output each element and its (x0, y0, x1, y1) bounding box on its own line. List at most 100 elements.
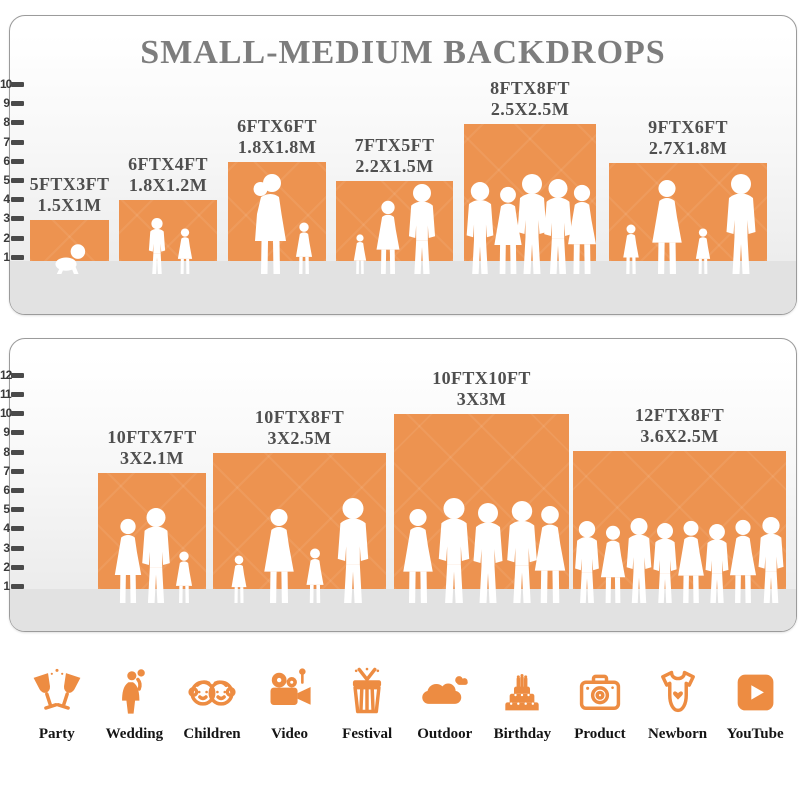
backdrop-bar-12x8: 12FTX8FT 3.6X2.5M (573, 405, 786, 603)
backdrop-bar-7x5: 7FTX5FT 2.2X1.5M (336, 135, 453, 274)
couple-child-silhouettes (114, 508, 193, 603)
panel-medium-large: 10FTX7FT 3X2.1M 10FTX8FT 3X2.5M (9, 338, 797, 632)
category-label: Wedding (105, 726, 164, 742)
size-m: 1.8X1.8M (237, 137, 317, 157)
category-label: Children (183, 726, 241, 742)
category-row: Party Wedding Children (18, 660, 794, 760)
wedding-icon (122, 669, 146, 714)
family-four-silhouettes (623, 174, 756, 274)
birthday-icon (505, 674, 540, 711)
ruler-number: 11 (0, 387, 12, 401)
ruler-number: 10 (0, 406, 12, 420)
ruler-number: 1 (3, 250, 10, 264)
ruler-number: 3 (3, 211, 10, 225)
size-ft: 10FTX7FT (107, 427, 197, 447)
backdrop-bar-6x6: 6FTX6FT 1.8X1.8M (228, 116, 326, 274)
size-ft: 5FTX3FT (29, 174, 110, 194)
video-icon (270, 668, 311, 705)
floor-strip (10, 589, 796, 631)
backdrop-size-label: 10FTX10FT 3X3M (432, 368, 531, 410)
size-m: 2.2X1.5M (355, 156, 434, 176)
size-ft: 9FTX6FT (648, 117, 728, 137)
category-label: Newborn (647, 726, 708, 742)
page-title: SMALL-MEDIUM BACKDROPS (140, 34, 666, 71)
ruler-number: 3 (3, 541, 10, 555)
backdrop-bar-8x8: 8FTX8FT 2.5X2.5M (464, 78, 596, 274)
backdrop-bar-6x4: 6FTX4FT 1.8X1.2M (119, 154, 217, 274)
size-m: 1.8X1.2M (128, 175, 208, 195)
ruler-number: 2 (3, 560, 10, 574)
backdrop-size-label: 9FTX6FT 2.7X1.8M (648, 117, 728, 159)
size-ft: 6FTX6FT (237, 116, 317, 136)
backdrop-size-label: 5FTX3FT 1.5X1M (30, 174, 110, 216)
ruler-number: 8 (3, 115, 10, 129)
family-three-silhouettes (353, 184, 436, 274)
category-youtube: YouTube (716, 660, 794, 760)
ruler-number: 8 (3, 445, 10, 459)
size-ft: 7FTX5FT (354, 135, 435, 155)
festival-icon (353, 667, 382, 714)
ruler-number: 7 (3, 464, 10, 478)
ruler-number: 2 (3, 231, 10, 245)
ruler-number: 4 (3, 521, 10, 535)
product-icon (579, 674, 621, 710)
category-outdoor: Outdoor (406, 660, 484, 760)
size-m: 3X3M (456, 389, 507, 409)
backdrop-bar-10x7: 10FTX7FT 3X2.1M (98, 427, 206, 603)
group-silhouettes (403, 498, 566, 603)
category-label: Festival (342, 726, 393, 742)
size-ft: 6FTX4FT (128, 154, 208, 174)
baby-silhouette (55, 244, 86, 274)
floor-strip (10, 261, 796, 314)
category-label: Birthday (493, 726, 552, 742)
family-four-silhouettes (231, 498, 369, 603)
mother-child-silhouettes (253, 174, 313, 274)
size-m: 2.5X2.5M (490, 99, 570, 119)
ruler-number: 10 (0, 77, 12, 91)
size-ft: 12FTX8FT (634, 405, 725, 425)
ruler-number: 5 (3, 502, 10, 516)
category-birthday: Birthday (484, 660, 562, 760)
size-m: 1.5X1M (37, 195, 102, 215)
backdrop-bar-9x6: 9FTX6FT 2.7X1.8M (609, 117, 767, 274)
size-m: 3X2.5M (267, 428, 332, 448)
backdrop-size-label: 6FTX6FT 1.8X1.8M (237, 116, 317, 158)
category-newborn: Newborn (639, 660, 717, 760)
backdrop-bar-5x3: 5FTX3FT 1.5X1M (30, 174, 109, 274)
size-m: 2.7X1.8M (648, 138, 728, 158)
category-product: Product (561, 660, 639, 760)
category-label: Party (38, 726, 75, 742)
ruler-number: 9 (3, 425, 10, 439)
size-ft: 10FTX10FT (432, 368, 531, 388)
backdrop-bar-10x8: 10FTX8FT 3X2.5M (213, 407, 386, 603)
ruler-number: 1 (3, 579, 10, 593)
category-wedding: Wedding (96, 660, 174, 760)
category-video: Video (251, 660, 329, 760)
outdoor-icon (422, 676, 468, 704)
ruler-number: 6 (3, 483, 10, 497)
crowd-silhouettes (575, 517, 784, 603)
size-ft: 10FTX8FT (254, 407, 345, 427)
category-label: Product (574, 726, 626, 742)
party-icon (33, 668, 81, 710)
panel-small-medium: SMALL-MEDIUM BACKDROPS 5FTX3FT 1.5X1M 6F… (9, 15, 797, 315)
backdrop-size-label: 10FTX7FT 3X2.1M (107, 427, 196, 469)
category-label: Video (271, 726, 309, 742)
ruler-number: 5 (3, 173, 10, 187)
ruler-number: 12 (0, 368, 12, 382)
size-ft: 8FTX8FT (490, 78, 570, 98)
ruler-number: 7 (3, 135, 10, 149)
size-m: 3.6X2.5M (640, 426, 719, 446)
backdrop-size-label: 8FTX8FT 2.5X2.5M (490, 78, 570, 120)
category-label: Outdoor (417, 726, 473, 742)
category-label: YouTube (726, 726, 784, 742)
group-silhouettes (466, 174, 596, 274)
backdrop-size-label: 10FTX8FT 3X2.5M (255, 407, 344, 449)
category-children: Children (173, 660, 251, 760)
children-icon (188, 680, 236, 706)
size-m: 3X2.1M (120, 448, 184, 468)
backdrop-bar-10x10: 10FTX10FT 3X3M (394, 368, 569, 603)
ruler-number: 6 (3, 154, 10, 168)
newborn-icon (660, 670, 695, 713)
